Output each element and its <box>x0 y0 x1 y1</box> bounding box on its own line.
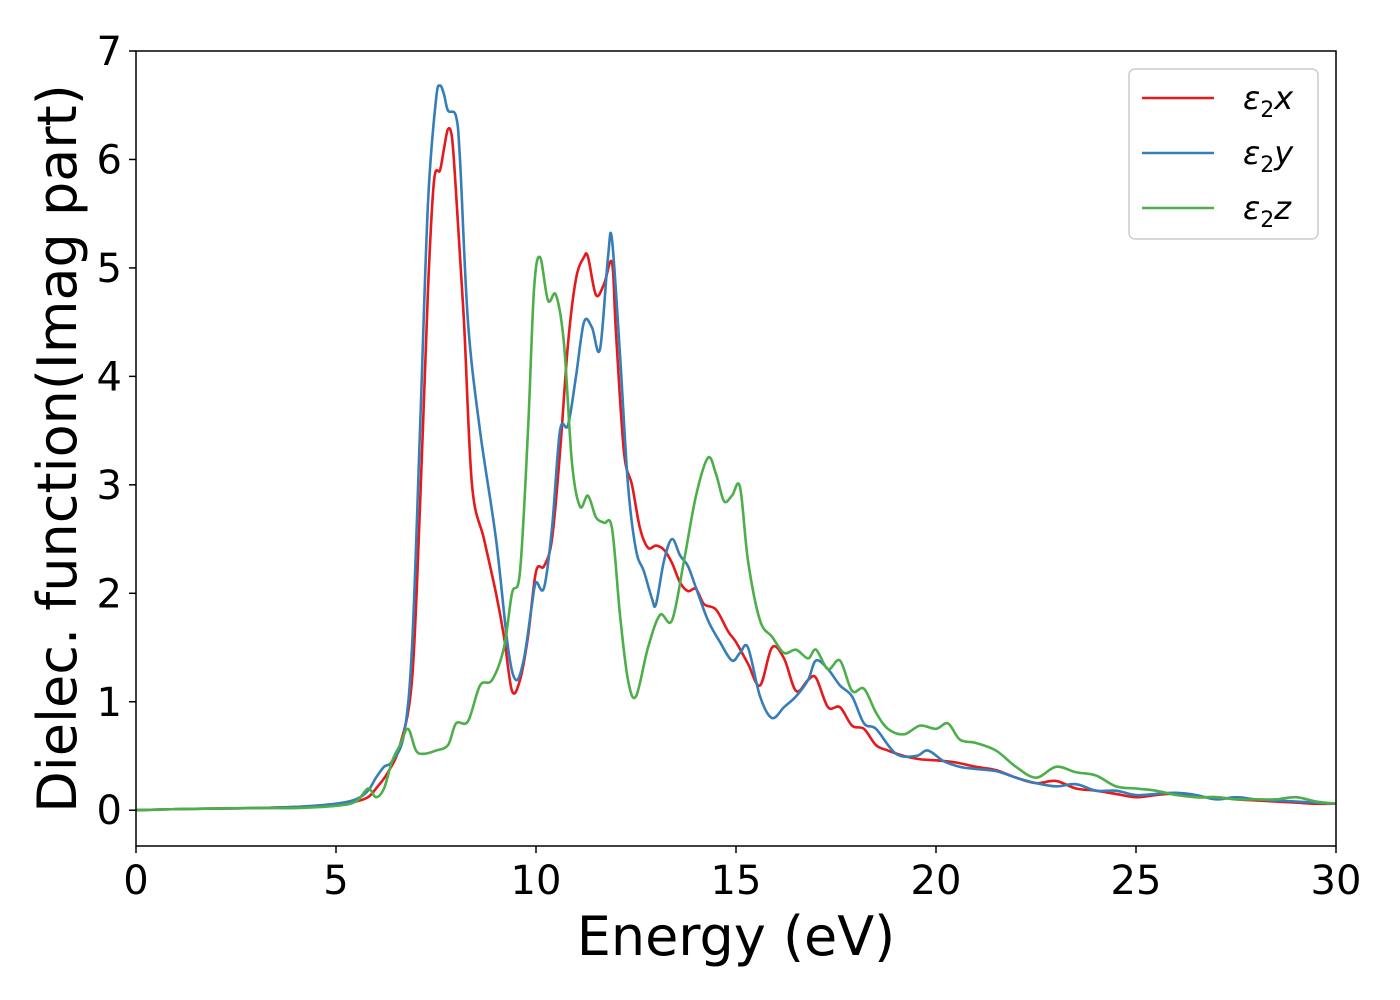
x-tick-label: 0 <box>123 858 148 904</box>
series-line-z <box>136 255 1336 812</box>
x-tick-label: 15 <box>711 858 762 904</box>
legend-box <box>1128 68 1319 240</box>
legend-subscript: 2 <box>1260 98 1274 123</box>
legend-symbol: ε <box>1243 134 1260 172</box>
y-axis-title: Dielec. function(Imag part) <box>26 84 89 813</box>
legend-label-x: ε2x <box>1243 79 1294 123</box>
y-tick-label: 5 <box>97 246 122 292</box>
legend-label-z: ε2z <box>1243 189 1292 233</box>
y-tick-label: 7 <box>97 29 122 75</box>
x-tick-label: 30 <box>1311 858 1362 904</box>
legend-label-y: ε2y <box>1243 134 1294 178</box>
y-axis-ticks: 0 1 2 3 4 5 6 7 <box>97 29 136 834</box>
y-tick-label: 4 <box>97 354 122 400</box>
y-tick-label: 2 <box>97 571 122 617</box>
x-axis-title: Energy (eV) <box>577 905 896 968</box>
series-line-y <box>136 84 1336 812</box>
x-tick-label: 5 <box>323 858 348 904</box>
x-tick-label: 25 <box>1111 858 1162 904</box>
legend-component: y <box>1273 134 1294 172</box>
legend-component: z <box>1273 189 1292 227</box>
x-axis-ticks: 0 5 10 15 20 25 30 <box>123 846 1361 904</box>
x-tick-label: 20 <box>911 858 962 904</box>
legend-symbol: ε <box>1243 189 1260 227</box>
legend-symbol: ε <box>1243 79 1260 117</box>
y-tick-label: 0 <box>97 788 122 834</box>
y-tick-label: 3 <box>97 463 122 509</box>
legend-subscript: 2 <box>1260 208 1274 233</box>
legend-component: x <box>1273 79 1294 117</box>
x-tick-label: 10 <box>511 858 562 904</box>
y-tick-label: 1 <box>97 680 122 726</box>
series-layer <box>136 84 1336 812</box>
y-tick-label: 6 <box>97 137 122 183</box>
legend-subscript: 2 <box>1260 153 1274 178</box>
